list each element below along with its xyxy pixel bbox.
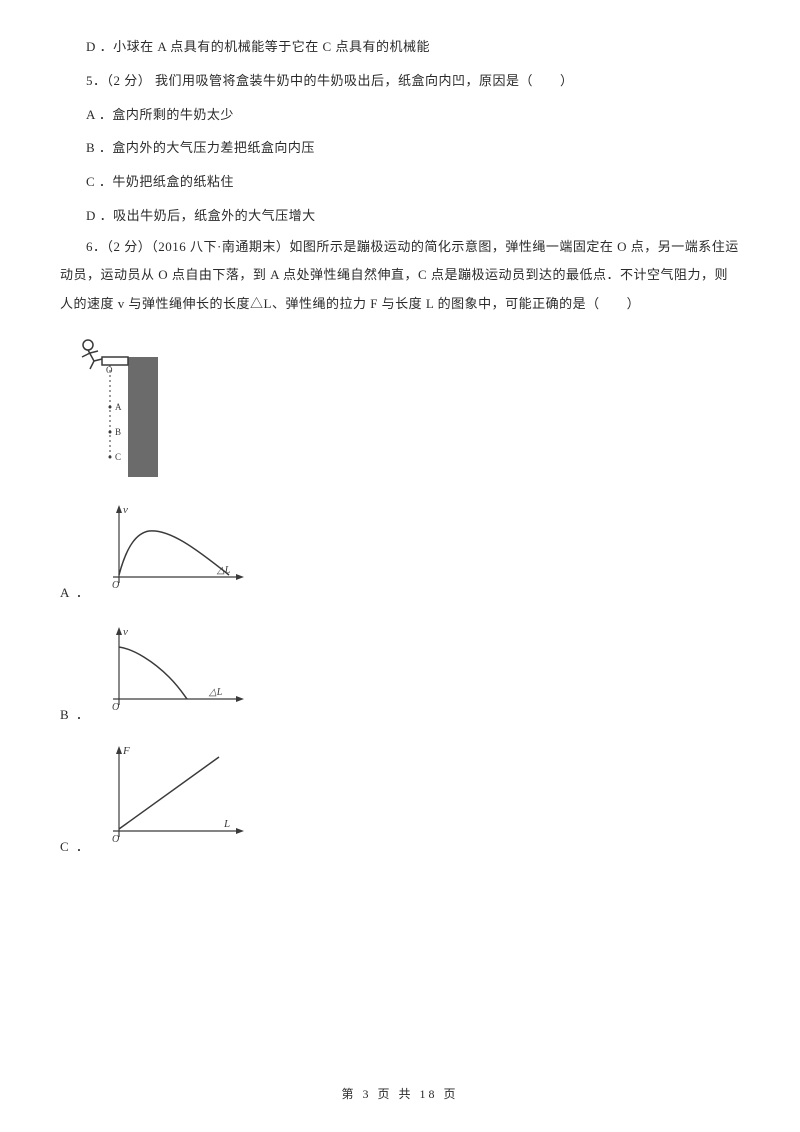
q5-option-d: D ．吸出牛奶后，纸盒外的大气压增大 [60,199,740,233]
pillar [128,357,158,477]
q6-option-b-label: B ． [60,704,91,723]
q6-option-a-row: A ． v △L O [60,495,740,605]
person-leg1 [94,359,102,361]
page: D ．小球在 A 点具有的机械能等于它在 C 点具有的机械能 5．（2 分） 我… [0,0,800,1132]
point-C-dot [109,455,112,458]
q6-option-b-row: B ． v △L O [60,617,740,727]
graph-b-yarrow [116,627,122,635]
q6-option-a-label: A ． [60,582,91,601]
graph-a-ylabel: v [123,504,128,516]
graph-a-origin: O [112,580,119,591]
graph-c-yarrow [116,746,122,754]
page-footer: 第 3 页 共 18 页 [0,1085,800,1102]
platform [102,357,128,365]
q4-option-d: D ．小球在 A 点具有的机械能等于它在 C 点具有的机械能 [60,30,740,64]
graph-a-xarrow [236,574,244,580]
q5-stem: 5．（2 分） 我们用吸管将盒装牛奶中的牛奶吸出后，纸盒向内凹，原因是（ ） [60,64,740,98]
graph-c-ylabel: F [122,745,130,757]
graph-b-curve [119,647,187,699]
q6-option-c-label: C ． [60,836,91,855]
point-B: B [115,427,121,437]
graph-c-line [119,757,219,829]
q6-option-c-row: C ． F L O [60,739,740,859]
person-arm2 [90,351,98,353]
q5-option-b: B ．盒内外的大气压力差把纸盒向内压 [60,131,740,165]
graph-b-xarrow [236,696,244,702]
graph-c-xlabel: L [223,818,230,830]
point-B-dot [109,430,112,433]
graph-a-svg: v △L O [99,495,259,605]
point-A: A [115,402,122,412]
graph-c-xarrow [236,828,244,834]
graph-b-svg: v △L O [99,617,259,727]
graph-a-yarrow [116,505,122,513]
person-leg2 [90,361,94,369]
graph-c-svg: F L O [99,739,259,859]
point-A-dot [109,405,112,408]
graph-c-origin: O [112,834,119,845]
bungee-svg: O A B C [60,337,170,487]
point-C: C [115,452,121,462]
person-arm1 [82,353,90,357]
person-head [83,340,93,350]
graph-b-xlabel: △L [208,687,223,698]
graph-b-origin: O [112,702,119,713]
q5-option-a: A ．盒内所剩的牛奶太少 [60,98,740,132]
q5-option-c: C ．牛奶把纸盒的纸粘住 [60,165,740,199]
graph-b-ylabel: v [123,626,128,638]
q6-stem: 6．（2 分）（2016 八下·南通期末）如图所示是蹦极运动的简化示意图，弹性绳… [60,233,740,319]
graph-a-curve [119,530,229,574]
q6-bungee-diagram: O A B C [60,337,740,487]
